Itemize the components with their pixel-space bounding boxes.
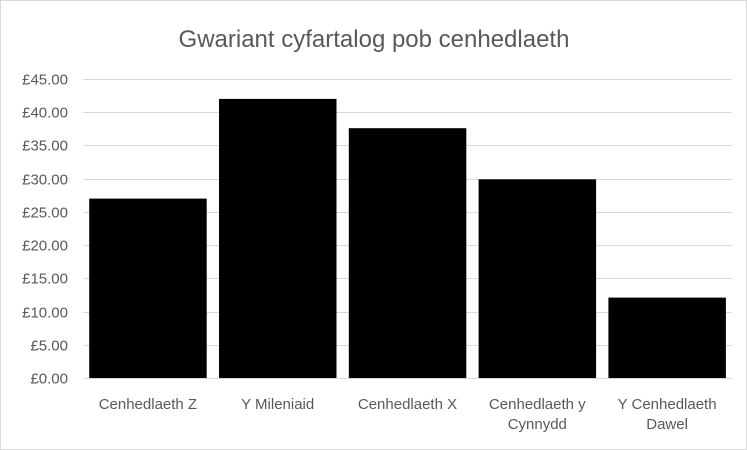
x-tick-label: Cenhedlaeth Z bbox=[99, 396, 197, 413]
y-tick-label: £0.00 bbox=[30, 371, 68, 388]
bar bbox=[608, 297, 726, 378]
y-tick-label: £30.00 bbox=[22, 172, 68, 189]
y-tick-label: £25.00 bbox=[22, 205, 68, 222]
y-tick-label: £10.00 bbox=[22, 305, 68, 322]
y-tick-label: £15.00 bbox=[22, 271, 68, 288]
y-tick-label: £20.00 bbox=[22, 238, 68, 255]
bar bbox=[478, 179, 597, 378]
bar bbox=[89, 198, 207, 378]
x-tick-label: Cenhedlaeth X bbox=[358, 396, 457, 413]
bar bbox=[219, 98, 337, 379]
x-tick-label: Y Mileniaid bbox=[241, 396, 314, 413]
y-tick-label: £45.00 bbox=[22, 72, 68, 89]
y-tick-label: £40.00 bbox=[22, 105, 68, 122]
x-axis-category-labels: Cenhedlaeth Z Y Mileniaid Cenhedlaeth X Cen… bbox=[99, 396, 717, 433]
bars bbox=[89, 98, 726, 379]
y-tick-label: £5.00 bbox=[30, 338, 68, 355]
y-tick-label: £35.00 bbox=[22, 138, 68, 155]
chart-title: Gwariant cyfartalog pob cenhedlaeth bbox=[179, 26, 570, 53]
x-tick-label: Cenhedlaeth y Cynnydd bbox=[489, 396, 586, 433]
bar bbox=[348, 128, 467, 378]
y-axis-tick-labels: £0.00 £5.00 £10.00 £15.00 £20.00 £25.00 £30.00… bbox=[22, 72, 68, 388]
x-tick-label: Y Cenhedlaeth Dawel bbox=[618, 396, 717, 433]
